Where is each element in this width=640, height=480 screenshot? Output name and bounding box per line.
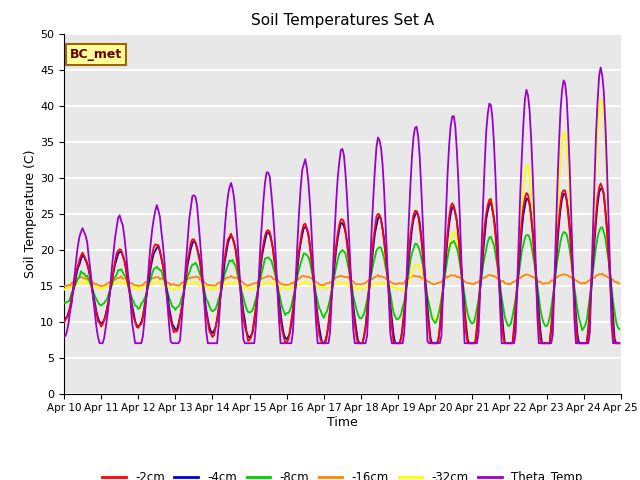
Y-axis label: Soil Temperature (C): Soil Temperature (C) <box>24 149 37 278</box>
Legend: -2cm, -4cm, -8cm, -16cm, -32cm, Theta_Temp: -2cm, -4cm, -8cm, -16cm, -32cm, Theta_Te… <box>97 466 588 480</box>
Text: BC_met: BC_met <box>70 48 122 61</box>
Title: Soil Temperatures Set A: Soil Temperatures Set A <box>251 13 434 28</box>
X-axis label: Time: Time <box>327 416 358 429</box>
